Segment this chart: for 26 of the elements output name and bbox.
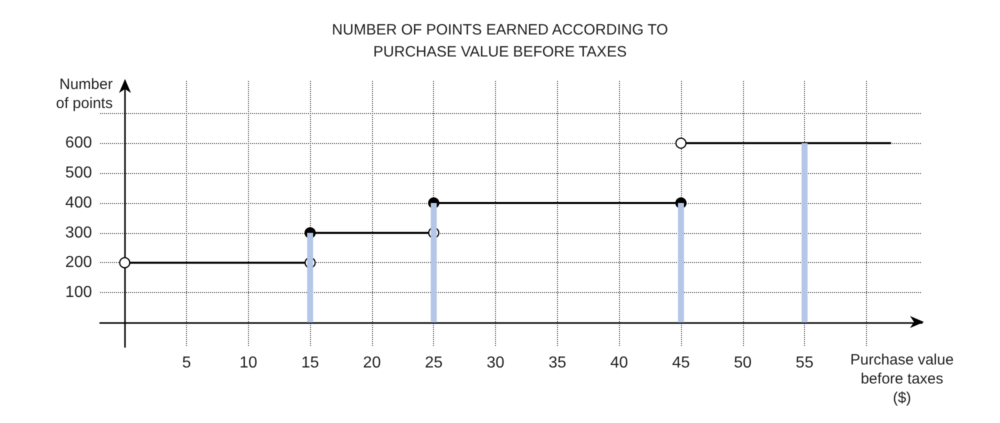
y-axis-title: Number of points xyxy=(56,76,113,112)
x-tick-label: 50 xyxy=(734,354,752,372)
bar xyxy=(307,232,314,322)
chart-title: NUMBER OF POINTS EARNED ACCORDING TO PURCHASE VALUE BEFORE TAXES xyxy=(332,22,668,60)
x-tick-label: 25 xyxy=(424,354,443,372)
x-tick-label: 55 xyxy=(796,354,814,372)
x-tick-label: 20 xyxy=(363,354,381,372)
y-tick-label: 200 xyxy=(65,254,92,272)
y-tick-label: 500 xyxy=(65,164,92,182)
bar xyxy=(802,143,808,322)
x-tick-label: 40 xyxy=(610,354,628,372)
point xyxy=(675,138,687,149)
x-tick-label: 10 xyxy=(239,354,258,372)
x-tick-label: 30 xyxy=(486,354,505,372)
x-tick-label: 15 xyxy=(301,354,320,372)
bar xyxy=(430,202,437,322)
y-tick-label: 400 xyxy=(65,194,92,212)
bar xyxy=(678,202,684,322)
y-tick-label: 100 xyxy=(65,284,92,302)
x-tick-label: 45 xyxy=(672,354,690,372)
x-tick-label: 35 xyxy=(548,354,566,372)
y-tick-label: 600 xyxy=(65,134,92,152)
point xyxy=(119,257,130,268)
x-axis-title: Purchase value before taxes ($) xyxy=(850,351,954,406)
x-tick-label: 5 xyxy=(182,354,192,372)
y-tick-label: 300 xyxy=(65,224,92,242)
